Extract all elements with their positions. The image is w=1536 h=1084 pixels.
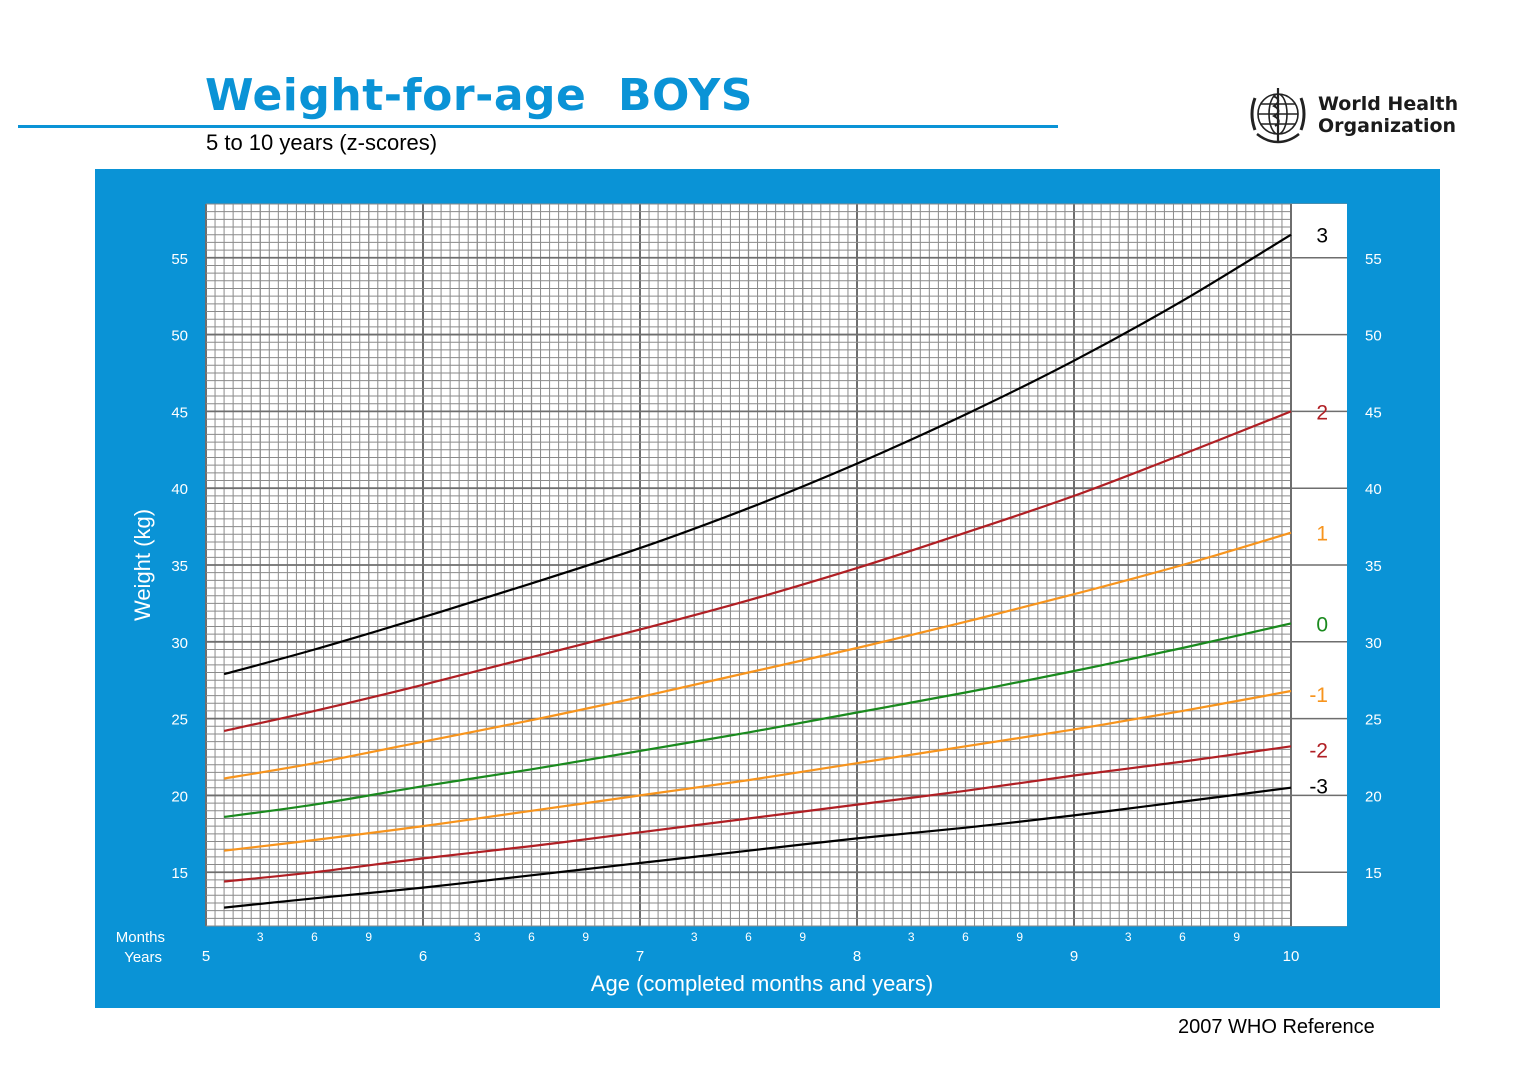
x-axis-label: Age (completed months and years)	[591, 971, 933, 996]
month-tick-label: 3	[1125, 930, 1132, 944]
who-wordmark-line2: Organization	[1318, 115, 1457, 137]
y-tick-label-left: 25	[171, 712, 188, 729]
month-tick-label: 6	[1179, 930, 1186, 944]
y-tick-label-right: 15	[1365, 865, 1382, 882]
who-wordmark-line1: World Health	[1318, 93, 1459, 115]
month-tick-label: 9	[799, 930, 806, 944]
page-subtitle: 5 to 10 years (z-scores)	[206, 130, 438, 155]
title-rule	[18, 125, 1058, 128]
z-score-label--1: -1	[1309, 684, 1328, 707]
z-score-label-0: 0	[1316, 613, 1328, 636]
years-row-label: Years	[124, 949, 162, 966]
z-score-curve--3	[223, 786, 1292, 909]
y-axis-label: Weight (kg)	[130, 509, 155, 621]
z-score-curve-2	[223, 410, 1292, 732]
month-tick-label: 6	[745, 930, 752, 944]
month-tick-label: 3	[474, 930, 481, 944]
y-tick-label-right: 20	[1365, 788, 1382, 805]
month-tick-label: 3	[908, 930, 915, 944]
y-tick-label-left: 55	[171, 251, 188, 268]
y-tick-label-left: 15	[171, 865, 188, 882]
reference-note: 2007 WHO Reference	[1178, 1016, 1375, 1038]
year-tick-label: 10	[1283, 948, 1300, 965]
who-logo: World Health Organization	[1243, 84, 1458, 146]
y-tick-label-right: 55	[1365, 251, 1382, 268]
month-tick-label: 3	[691, 930, 698, 944]
month-tick-label: 6	[528, 930, 535, 944]
month-tick-label: 6	[311, 930, 318, 944]
months-row-label: Months	[116, 929, 165, 946]
month-tick-label: 3	[257, 930, 264, 944]
who-emblem-icon	[1250, 88, 1306, 144]
y-tick-label-left: 35	[171, 558, 188, 575]
z-score-label--3: -3	[1309, 776, 1328, 799]
z-score-label--2: -2	[1309, 739, 1328, 762]
z-score-curve--1	[223, 689, 1292, 852]
y-tick-label-right: 45	[1365, 404, 1382, 421]
year-tick-label: 8	[853, 948, 861, 965]
z-score-curve--2	[223, 745, 1292, 883]
z-score-curve-1	[223, 531, 1292, 780]
z-score-label-2: 2	[1316, 401, 1328, 424]
page-title: Weight-for-age BOYS	[205, 70, 753, 121]
z-score-curve-0	[223, 622, 1292, 818]
y-tick-label-left: 45	[171, 404, 188, 421]
y-tick-label-right: 25	[1365, 712, 1382, 729]
year-tick-label: 7	[636, 948, 644, 965]
z-score-curve-3	[223, 233, 1292, 676]
y-tick-label-left: 30	[171, 635, 188, 652]
month-tick-label: 9	[582, 930, 589, 944]
year-tick-label: 5	[202, 948, 210, 965]
y-tick-label-right: 50	[1365, 328, 1382, 345]
y-tick-label-right: 30	[1365, 635, 1382, 652]
month-tick-label: 9	[1233, 930, 1240, 944]
y-tick-label-left: 50	[171, 328, 188, 345]
who-wordmark: World Health Organization	[1318, 93, 1458, 137]
year-tick-label: 6	[419, 948, 427, 965]
month-tick-label: 9	[365, 930, 372, 944]
year-tick-label: 9	[1070, 948, 1078, 965]
month-tick-label: 6	[962, 930, 969, 944]
y-tick-label-left: 40	[171, 481, 188, 498]
y-tick-label-right: 35	[1365, 558, 1382, 575]
y-tick-label-right: 40	[1365, 481, 1382, 498]
month-tick-label: 9	[1016, 930, 1023, 944]
z-score-label-1: 1	[1316, 523, 1328, 546]
z-score-label-3: 3	[1316, 225, 1328, 248]
y-tick-label-left: 20	[171, 788, 188, 805]
